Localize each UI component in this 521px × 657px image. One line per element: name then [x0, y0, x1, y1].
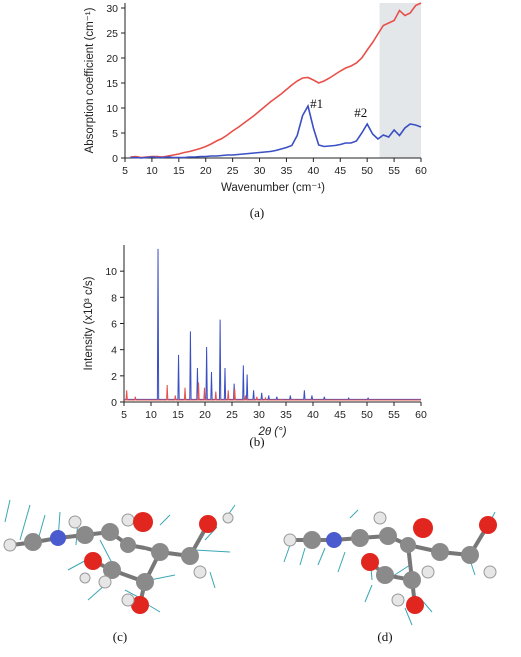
- molecule-d-illustration: [283, 509, 497, 626]
- panel-a-caption: (a): [250, 205, 264, 220]
- atoms-c: [3, 512, 234, 614]
- molecule-c-illustration: [3, 499, 236, 614]
- x-tick-label: 50: [361, 165, 373, 177]
- x-axis-label: 2θ (°): [257, 426, 286, 438]
- y-tick-label: 5: [112, 128, 118, 140]
- y-tick-label: 10: [106, 103, 118, 115]
- y-axis-label: Absorption coefficient (cm⁻¹): [84, 7, 96, 153]
- series-line-blue: [130, 103, 422, 159]
- x-tick-label: 15: [173, 165, 185, 177]
- x-tick-label: 60: [415, 409, 427, 421]
- panel-c-caption: (c): [113, 629, 127, 644]
- series-peaks-blue: [124, 248, 421, 400]
- x-tick-label: 40: [308, 165, 320, 177]
- x-tick-label: 5: [122, 165, 128, 177]
- x-tick-label: 10: [146, 165, 158, 177]
- y-tick-label: 10: [105, 266, 117, 278]
- y-tick-label: 6: [111, 319, 117, 331]
- x-tick-label: 45: [334, 165, 346, 177]
- x-tick-label: 35: [281, 165, 293, 177]
- shaded-region: [379, 3, 421, 158]
- displacement-vectors-c: [4, 499, 236, 613]
- x-tick-label: 40: [307, 409, 319, 421]
- panel-b-chart: 5 10 15 20 25 30 35 40 45 50 55 60 0 2 4 6 8 10 2θ (°) Inte…: [83, 245, 427, 438]
- y-tick-label: 4: [111, 345, 117, 357]
- y-tick-label: 30: [106, 3, 118, 15]
- peak-annotation: #1: [310, 96, 323, 111]
- y-tick-label: 25: [106, 28, 118, 40]
- x-tick-label: 10: [145, 409, 157, 421]
- panel-a-chart: 5 10 15 20 25 30 35 40 45 50 55 60051015202530Waven…: [84, 2, 427, 194]
- y-tick-label: 8: [111, 292, 117, 304]
- x-tick-label: 30: [254, 165, 266, 177]
- y-tick-label: 15: [106, 78, 118, 90]
- y-tick-label: 2: [111, 371, 117, 383]
- x-tick-label: 30: [253, 409, 265, 421]
- y-tick-label: 0: [111, 397, 117, 409]
- x-tick-label: 45: [334, 409, 346, 421]
- x-tick-label: 20: [199, 409, 211, 421]
- atoms-d: [283, 511, 497, 614]
- x-tick-label: 20: [200, 165, 212, 177]
- x-axis-label: Wavenumber (cm⁻¹): [221, 182, 325, 194]
- x-tick-label: 5: [121, 409, 127, 421]
- x-tick-label: 60: [415, 165, 427, 177]
- x-tick-label: 15: [172, 409, 184, 421]
- y-axis-label: Intensity (x10³ c/s): [83, 276, 95, 370]
- x-tick-label: 55: [388, 165, 400, 177]
- y-tick-label: 20: [106, 53, 118, 65]
- panel-b-caption: (b): [249, 434, 264, 449]
- peak-annotation: #2: [354, 105, 367, 120]
- x-tick-label: 25: [226, 409, 238, 421]
- series-peaks-red: [124, 382, 421, 401]
- x-tick-label: 55: [388, 409, 400, 421]
- x-tick-label: 35: [280, 409, 292, 421]
- panel-d-caption: (d): [377, 629, 392, 644]
- series-line-red: [130, 2, 422, 159]
- x-tick-label: 25: [227, 165, 239, 177]
- y-tick-label: 0: [112, 153, 118, 165]
- x-tick-label: 50: [361, 409, 373, 421]
